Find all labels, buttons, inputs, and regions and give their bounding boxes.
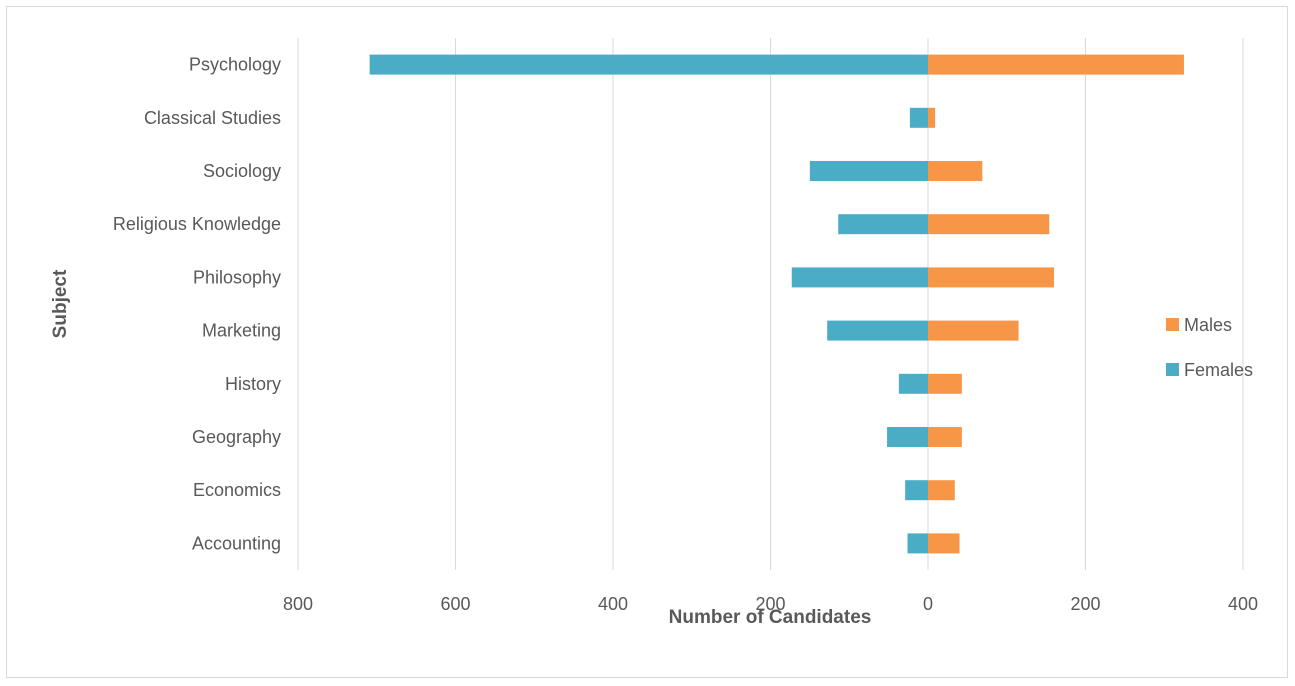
bar-males-geography [928, 427, 962, 447]
x-tick-label: 200 [1070, 594, 1100, 614]
bar-males-accounting [928, 533, 960, 554]
bar-females-economics [905, 480, 928, 501]
x-tick-label: 600 [440, 594, 470, 614]
x-tick-label: 400 [1228, 594, 1258, 614]
bar-males-economics [928, 480, 955, 501]
x-tick-label: 0 [923, 594, 933, 614]
category-label: Psychology [189, 55, 281, 75]
category-labels: Psychology Classical Studies Sociology Reli… [113, 55, 281, 554]
bar-males-classical-studies [928, 107, 936, 128]
x-tick-labels: 800 600 400 200 0 200 400 [283, 594, 1258, 614]
legend: Males Females [1166, 315, 1253, 380]
x-tick-label: 800 [283, 594, 313, 614]
gridlines [297, 38, 1244, 570]
category-label: Religious Knowledge [113, 214, 281, 234]
category-label: Marketing [202, 321, 281, 341]
bar-males-marketing [928, 320, 1019, 341]
bar-females-religious-knowledge [838, 214, 928, 235]
bar-females-geography [887, 427, 928, 447]
legend-swatch-males [1166, 318, 1179, 331]
category-label: Classical Studies [144, 108, 281, 128]
y-axis-title: Subject [50, 269, 71, 338]
bar-males-religious-knowledge [928, 214, 1050, 235]
bar-males-psychology [928, 54, 1184, 75]
legend-label-males: Males [1184, 315, 1232, 335]
bar-males-sociology [928, 161, 983, 181]
bar-females-classical-studies [909, 107, 928, 128]
legend-label-females: Females [1184, 360, 1253, 380]
category-label: Sociology [203, 161, 281, 181]
x-tick-label: 200 [755, 594, 785, 614]
chart-frame [6, 6, 1288, 678]
category-label: Accounting [192, 533, 281, 553]
category-label: Economics [193, 480, 281, 500]
bar-males-history [928, 373, 962, 394]
bar-females-history [898, 373, 928, 394]
category-label: Philosophy [193, 267, 281, 287]
bar-females-psychology [369, 54, 929, 75]
category-label: History [225, 374, 281, 394]
bar-females-sociology [809, 161, 928, 181]
bars [369, 54, 1184, 554]
bar-females-marketing [827, 320, 928, 341]
bar-males-philosophy [928, 267, 1054, 288]
x-axis-title: Number of Candidates [669, 607, 872, 628]
legend-swatch-females [1166, 363, 1179, 376]
category-label: Geography [192, 427, 281, 447]
bar-females-accounting [907, 533, 928, 554]
bar-females-philosophy [791, 267, 928, 288]
x-tick-label: 400 [598, 594, 628, 614]
